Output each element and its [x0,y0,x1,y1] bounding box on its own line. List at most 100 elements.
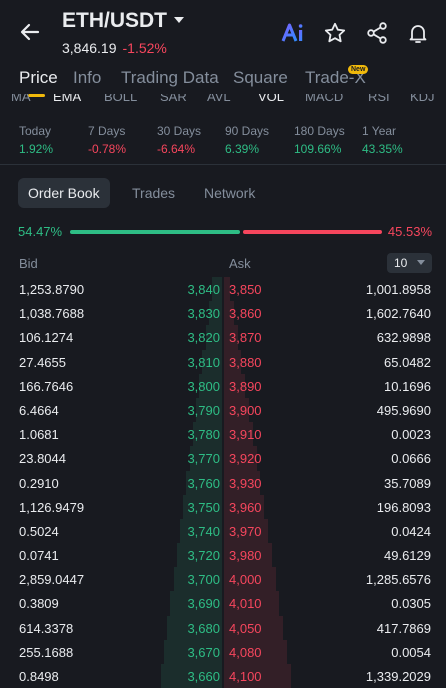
period-today: Today 1.92% [19,124,53,156]
order-book-row[interactable]: 0.3809 3,690 4,010 0.0305 [0,591,446,616]
bid-depth-bar [176,543,222,568]
order-book-row[interactable]: 2,859.0447 3,700 4,000 1,285.6576 [0,567,446,592]
order-book-row[interactable]: 166.7646 3,800 3,890 10.1696 [0,373,446,398]
bid-depth-bar [202,349,222,374]
bid-price: 3,680 [187,620,220,636]
subtab-network[interactable]: Network [204,185,256,201]
order-book-row[interactable]: 255.1688 3,670 4,080 0.0054 [0,639,446,664]
bid-depth-bar [180,518,222,544]
indicator-macd[interactable]: MACD [305,94,344,104]
bid-depth-bar [167,615,222,640]
order-book-row[interactable]: 1,038.7688 3,830 3,860 1,602.7640 [0,301,446,326]
ask-depth-bar [224,277,230,302]
indicator-sar[interactable]: SAR [160,94,187,104]
order-book-row[interactable]: 23.8044 3,770 3,920 0.0666 [0,446,446,471]
tab-info[interactable]: Info [73,68,102,87]
ask-amount: 417.7869 [376,620,431,636]
bid-price: 3,700 [187,572,220,588]
bid-depth-bar [205,325,222,350]
ask-amount: 0.0054 [391,644,431,660]
indicator-rsi[interactable]: RSI [368,94,390,104]
ask-price: 3,910 [229,427,262,443]
bid-ratio-label: 54.47% [18,224,63,239]
pair-title[interactable]: ETH/USDT [62,9,167,32]
ask-depth-bar [224,397,249,423]
ask-depth-bar [224,470,261,495]
ask-depth-bar [224,373,246,398]
period-label: 30 Days [157,124,202,138]
bid-amount: 255.1688 [19,644,74,660]
divider [0,164,446,165]
book-subtabs: Order Book Trades Network [0,178,446,210]
star-icon[interactable] [323,21,347,45]
order-book-row[interactable]: 6.4664 3,790 3,900 495.9690 [0,397,446,423]
order-book-row[interactable]: 0.5024 3,740 3,970 0.0424 [0,518,446,544]
bid-price: 3,720 [187,548,220,564]
bid-amount: 1.0681 [19,427,59,443]
ask-amount: 49.6129 [384,548,431,564]
order-book-row[interactable]: 106.1274 3,820 3,870 632.9898 [0,325,446,350]
period-180d: 180 Days 109.66% [294,124,345,156]
tab-square[interactable]: Square [233,68,288,87]
bid-depth-bar [199,373,222,398]
bid-price: 3,830 [187,306,220,322]
order-book-row[interactable]: 27.4655 3,810 3,880 65.0482 [0,349,446,374]
tab-trading-data[interactable]: Trading Data [121,68,219,87]
bell-icon[interactable] [406,21,430,45]
period-label: Today [19,124,52,138]
ask-amount: 632.9898 [376,330,431,346]
subtab-trades[interactable]: Trades [132,185,176,201]
ask-depth-bar [224,446,257,471]
bid-amount: 0.8498 [19,669,59,684]
order-book-row[interactable]: 614.3378 3,680 4,050 417.7869 [0,615,446,640]
depth-value: 10 [394,256,408,270]
indicator-avl[interactable]: AVL [207,94,231,104]
tab-price[interactable]: Price [19,68,58,87]
order-book-row[interactable]: 0.0741 3,720 3,980 49.6129 [0,543,446,568]
period-label: 1 Year [362,124,397,138]
bid-price: 3,810 [187,354,220,370]
ai-icon[interactable] [281,21,305,45]
ask-amount: 0.0023 [391,427,431,443]
ask-ratio-bar [243,230,382,234]
indicator-vol[interactable]: VOL [258,94,285,104]
order-book-row[interactable]: 0.2910 3,760 3,930 35.7089 [0,470,446,495]
bid-price: 3,820 [187,330,220,346]
indicator-boll[interactable]: BOLL [104,94,138,104]
indicator-kdj[interactable]: KDJ [410,94,435,104]
period-value: -0.78% [88,142,127,156]
indicator-ema[interactable]: EMA [53,94,82,104]
bid-amount: 2,859.0447 [19,572,85,588]
period-7d: 7 Days -0.78% [88,124,126,156]
subtab-order-book[interactable]: Order Book [18,178,110,208]
ask-amount: 1,339.2029 [365,669,431,684]
bid-amount: 0.3809 [19,596,59,612]
ask-price: 3,980 [229,548,262,564]
ask-amount: 65.0482 [384,354,431,370]
period-value: 1.92% [19,142,54,156]
depth-select[interactable]: 10 [387,253,432,273]
bid-amount: 6.4664 [19,402,59,418]
order-book-row[interactable]: 1,126.9479 3,750 3,960 196.8093 [0,494,446,519]
bid-depth-bar [164,639,222,664]
order-book-row[interactable]: 1.0681 3,780 3,910 0.0023 [0,422,446,447]
order-book-row[interactable]: 1,253.8790 3,840 3,850 1,001.8958 [0,277,446,302]
bid-price: 3,770 [187,451,220,467]
ask-price: 4,050 [229,620,262,636]
period-value: 6.39% [225,142,260,156]
bid-price: 3,800 [187,378,220,394]
ask-price: 4,010 [229,596,262,612]
ask-depth-bar [224,567,276,592]
bid-ask-ratio: 54.47% 45.53% [0,222,446,242]
period-value: -6.64% [157,142,196,156]
main-tabs: Price Info Trading Data Square Trade-X [0,64,446,97]
share-icon[interactable] [365,21,389,45]
ask-price: 3,960 [229,499,262,515]
order-book-row[interactable]: 0.8498 3,660 4,100 1,339.2029 [0,664,446,688]
caret-down-icon[interactable] [173,14,185,26]
bid-column-header: Bid [19,256,38,271]
indicator-ma[interactable]: MA [11,94,31,104]
back-arrow-icon[interactable] [18,20,42,44]
active-tab-underline [28,94,45,97]
ask-depth-bar [224,325,238,350]
